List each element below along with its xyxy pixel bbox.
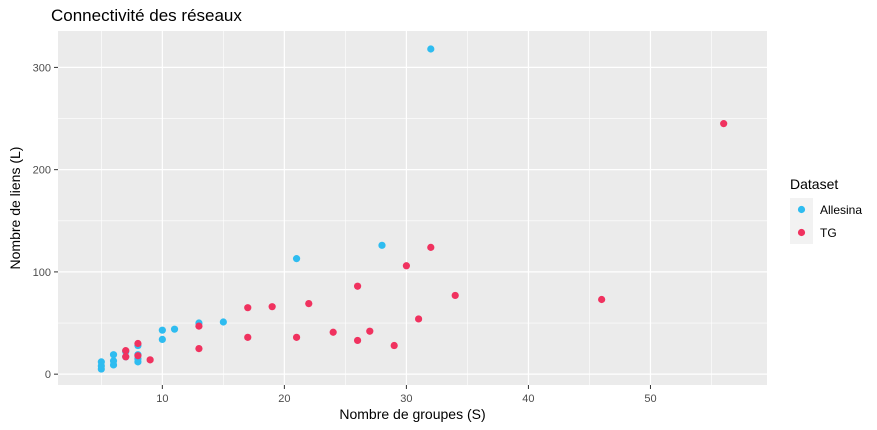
data-point-tg <box>427 243 435 251</box>
data-point-tg <box>329 328 337 336</box>
data-point-allesina <box>158 326 166 334</box>
data-point-allesina <box>109 351 118 359</box>
data-point-tg <box>720 120 728 128</box>
data-point-tg <box>195 322 203 330</box>
x-tick-label: 30 <box>400 393 412 405</box>
legend-label-tg: TG <box>820 226 837 240</box>
x-tick-label: 50 <box>644 393 656 405</box>
y-tick-label: 100 <box>33 267 51 279</box>
data-point-allesina <box>378 241 386 249</box>
data-point-tg <box>244 333 252 341</box>
data-point-tg <box>134 339 142 348</box>
data-point-tg <box>292 333 301 341</box>
data-point-tg <box>598 295 606 304</box>
x-tick-label: 40 <box>522 393 534 405</box>
data-point-tg <box>122 347 130 355</box>
legend-label-allesina: Allesina <box>820 203 862 217</box>
y-tick-label: 200 <box>33 165 51 177</box>
data-point-tg <box>134 352 142 360</box>
data-point-allesina <box>158 335 166 343</box>
y-tick-label: 300 <box>33 62 51 74</box>
data-point-tg <box>415 315 423 323</box>
data-point-tg <box>244 304 252 312</box>
data-point-allesina <box>292 255 301 263</box>
data-point-allesina <box>97 358 105 366</box>
data-point-allesina <box>109 357 118 365</box>
data-point-tg <box>305 300 313 308</box>
data-point-tg <box>353 336 362 345</box>
data-point-tg <box>195 344 203 353</box>
data-points <box>97 45 728 373</box>
data-point-allesina <box>219 318 227 326</box>
data-point-tg <box>146 356 154 364</box>
data-point-tg <box>268 303 276 311</box>
chart-title: Connectivité des réseaux <box>51 6 242 25</box>
axis-ticks: 10 20 30 40 50 0 100 200 300 <box>33 62 657 405</box>
data-point-allesina <box>170 325 179 333</box>
grid-lines <box>58 31 767 385</box>
x-axis-label: Nombre de groupes (S) <box>339 406 485 422</box>
data-point-tg <box>366 327 374 335</box>
y-axis-label: Nombre de liens (L) <box>7 147 23 270</box>
data-point-tg <box>353 282 362 290</box>
data-point-allesina <box>427 45 435 53</box>
data-point-tg <box>402 262 410 270</box>
legend-marker-allesina <box>797 205 806 214</box>
legend: Dataset Allesina TG <box>790 176 862 244</box>
x-tick-label: 10 <box>156 393 168 405</box>
data-point-tg <box>451 291 459 300</box>
legend-marker-tg <box>797 228 806 237</box>
y-tick-label: 0 <box>45 369 51 381</box>
x-tick-label: 20 <box>278 393 290 405</box>
data-point-tg <box>122 353 130 361</box>
legend-title: Dataset <box>790 176 838 192</box>
data-point-tg <box>390 341 398 350</box>
